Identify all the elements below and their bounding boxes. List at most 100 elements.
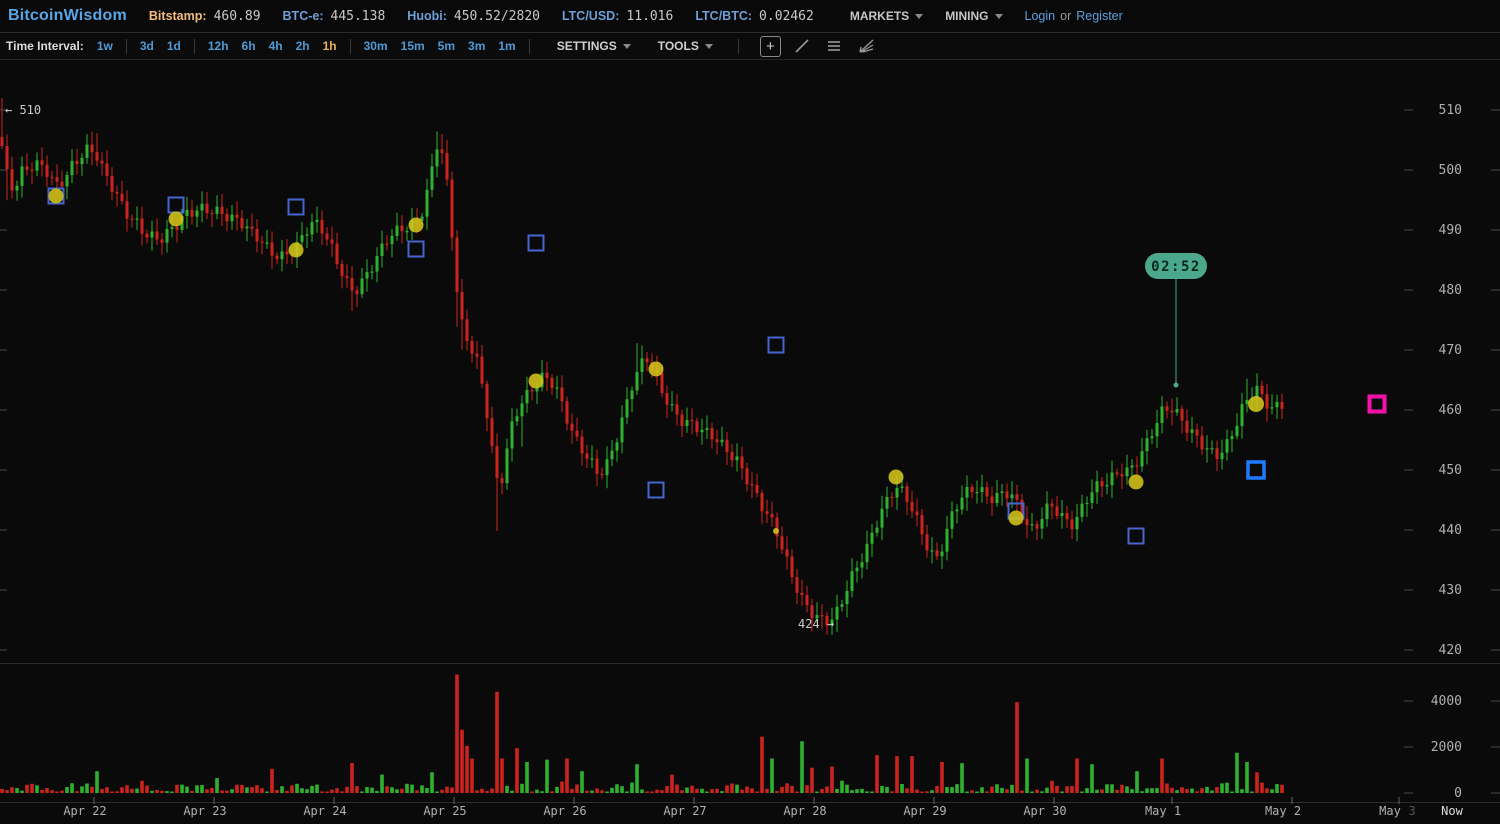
interval-3d[interactable]: 3d [139,39,154,53]
horizontal-lines-icon[interactable] [824,36,845,57]
volume-bar [1215,787,1219,793]
candle-body [1280,401,1284,409]
volume-bar [170,791,174,793]
volume-bar [5,790,9,793]
crosshair-icon[interactable]: + [759,35,781,57]
volume-bar [1280,784,1284,793]
candle-body [300,235,304,242]
candle-body [380,243,384,257]
interval-1d[interactable]: 1d [166,39,181,53]
candle-body [140,218,144,234]
volume-bar [185,786,189,793]
ticker-huobi[interactable]: Huobi: 450.52/2820 [407,9,540,24]
volume-bar [110,791,114,793]
brand-logo[interactable]: BitcoinWisdom [8,7,127,24]
candle-body [1115,472,1119,475]
candle-body [805,595,809,606]
candle-body [325,233,329,240]
candle-body [600,473,604,476]
axis-label: 440 [1439,523,1462,538]
volume-bar [500,758,504,793]
divider [737,38,739,54]
candle-body [1075,516,1079,530]
volume-bar [660,790,664,793]
axis-label: ← 510 [5,103,41,117]
interval-4h[interactable]: 4h [268,39,283,53]
volume-bar [1090,764,1094,793]
ticker-ltcbtc[interactable]: LTC/BTC: 0.02462 [695,9,814,24]
axis-label: Now [1441,804,1463,818]
settings-dropdown[interactable]: SETTINGS [557,39,631,53]
or-text: or [1060,9,1072,23]
candle-body [130,218,134,220]
interval-3m[interactable]: 3m [468,39,486,53]
candle-body [970,486,974,493]
tools-dropdown[interactable]: TOOLS [658,39,713,53]
candle-body [1185,420,1189,433]
volume-bar [980,787,984,793]
ticker-ltcusd[interactable]: LTC/USD: 11.016 [562,9,673,24]
candle-body [965,486,969,498]
trendline-icon[interactable] [792,36,813,57]
candle-body [1190,429,1194,433]
axis-label: May 2 [1265,804,1301,818]
candle-body [95,152,99,161]
y-axis [0,109,1500,794]
register-link[interactable]: Register [1076,9,1123,23]
volume-bar [610,787,614,793]
candle-body [1200,435,1204,450]
interval-12h[interactable]: 12h [207,39,229,53]
volume-bar [775,790,779,793]
volume-bar [550,791,554,793]
candle-body [1020,499,1024,519]
chart-canvas[interactable]: 510 500 490 480 470 460 450 440 430 420 4000 2000 0 A… [0,60,1500,819]
mining-menu[interactable]: MINING [945,9,1003,23]
volume-bar [1115,789,1119,793]
volume-bar [1200,788,1204,793]
ticker-value: 460.89 [213,8,261,24]
candle-body [1165,406,1169,411]
interval-2h[interactable]: 2h [295,39,310,53]
volume-bar [805,785,809,793]
candle-body [525,390,529,404]
volume-bar [800,741,804,793]
volume-bar [1040,791,1044,793]
candle-body [145,233,149,238]
volume-bar [585,790,589,793]
volume-bar [70,783,74,793]
ticker-btce[interactable]: BTC-e: 445.138 [283,9,386,24]
interval-5m[interactable]: 5m [437,39,456,53]
interval-30m[interactable]: 30m [363,39,388,53]
volume-bar [865,791,869,793]
candle-body [280,251,284,260]
volume-bar [1165,783,1169,793]
volume-bar [1055,785,1059,793]
caret-down-icon [994,13,1003,19]
login-link[interactable]: Login [1024,9,1056,23]
interval-1h[interactable]: 1h [322,39,337,53]
volume-bar [120,787,124,793]
candle-body [645,358,649,363]
countdown-dot [1173,382,1179,388]
volume-bar [280,786,284,793]
volume-bar [420,785,424,793]
volume-bar [1045,787,1049,793]
interval-15m[interactable]: 15m [400,39,425,53]
candle-body [660,373,664,394]
volume-bar [1080,791,1084,793]
interval-1m[interactable]: 1m [498,39,516,53]
angle-fan-icon[interactable] [856,36,877,57]
candle-body [1150,436,1154,439]
candle-body [90,144,94,153]
markets-menu[interactable]: MARKETS [850,9,924,23]
interval-6h[interactable]: 6h [241,39,256,53]
volume-bar [15,788,19,793]
candle-body [265,242,269,244]
axis-label: Apr 24 [303,804,346,818]
candle-body [570,423,574,431]
candle-body [1230,436,1234,440]
volume-bar [870,791,874,793]
interval-1w[interactable]: 1w [96,39,113,53]
ticker-bitstamp[interactable]: Bitstamp: 460.89 [149,9,261,24]
volume-bar [505,785,509,793]
